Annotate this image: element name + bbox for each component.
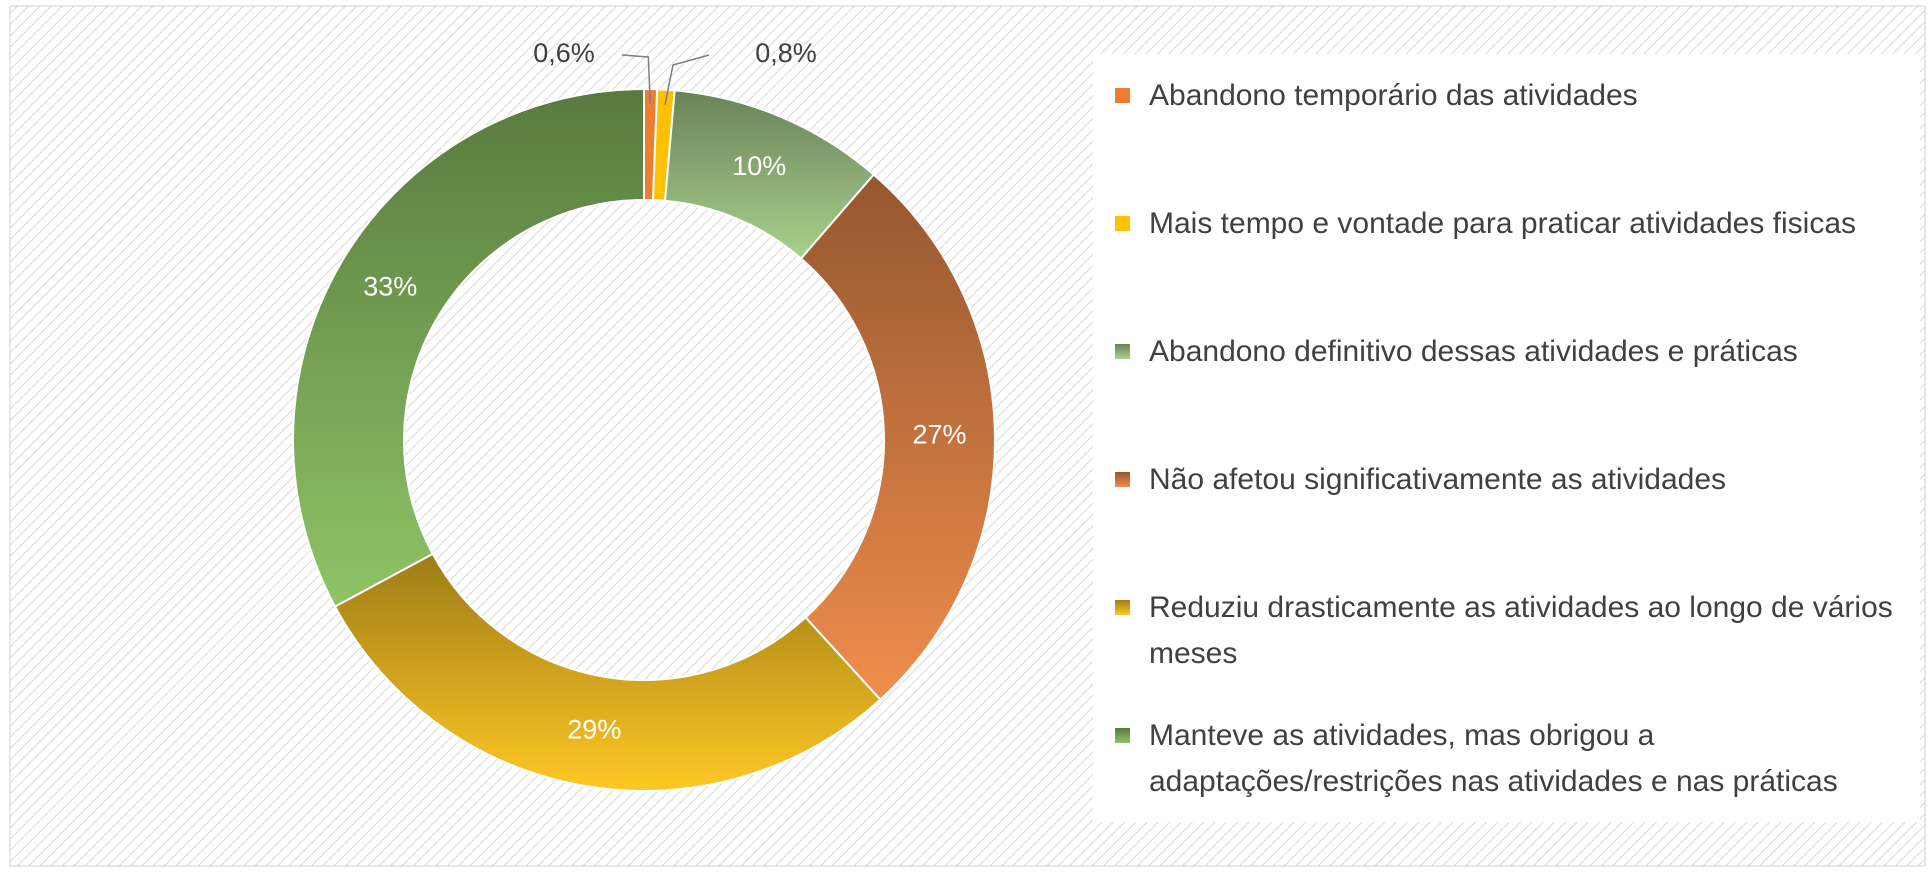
data-label: 33%: [363, 272, 417, 302]
legend-swatch: [1115, 728, 1130, 743]
legend-item: Não afetou significativamente as ativida…: [1115, 457, 1931, 503]
legend-label: Abandono definitivo dessas atividades e …: [1149, 335, 1798, 368]
data-label: 10%: [732, 151, 786, 181]
legend-item: Mais tempo e vontade para praticar ativi…: [1115, 201, 1931, 247]
legend-label: Não afetou significativamente as ativida…: [1149, 463, 1727, 496]
legend-swatch: [1115, 216, 1130, 231]
legend-label: Mais tempo e vontade para praticar ativi…: [1149, 207, 1857, 240]
data-label: 29%: [567, 714, 621, 744]
legend-label: Manteve as atividades, mas obrigou a ada…: [1149, 719, 1838, 798]
data-label: 0,6%: [533, 38, 595, 68]
legend-swatch: [1115, 88, 1130, 103]
legend: Abandono temporário das atividades Mais t…: [1093, 54, 1920, 822]
donut-slice: [333, 552, 882, 792]
donut-slice: [799, 173, 996, 701]
legend-swatch: [1115, 344, 1130, 359]
leader-line: [621, 54, 652, 105]
legend-item: Abandono definitivo dessas atividades e …: [1115, 329, 1931, 375]
legend-item: Manteve as atividades, mas obrigou a ada…: [1115, 713, 1931, 805]
legend-item: Reduziu drasticamente as atividades ao l…: [1115, 585, 1931, 677]
leader-line: [664, 54, 710, 105]
legend-swatch: [1115, 600, 1130, 615]
data-label: 27%: [912, 419, 966, 449]
legend-label: Reduziu drasticamente as atividades ao l…: [1149, 591, 1893, 670]
legend-item: Abandono temporário das atividades: [1115, 73, 1931, 119]
legend-swatch: [1115, 472, 1130, 487]
legend-label: Abandono temporário das atividades: [1149, 79, 1638, 112]
donut-slice: [292, 87, 645, 608]
data-label: 0,8%: [755, 38, 817, 68]
